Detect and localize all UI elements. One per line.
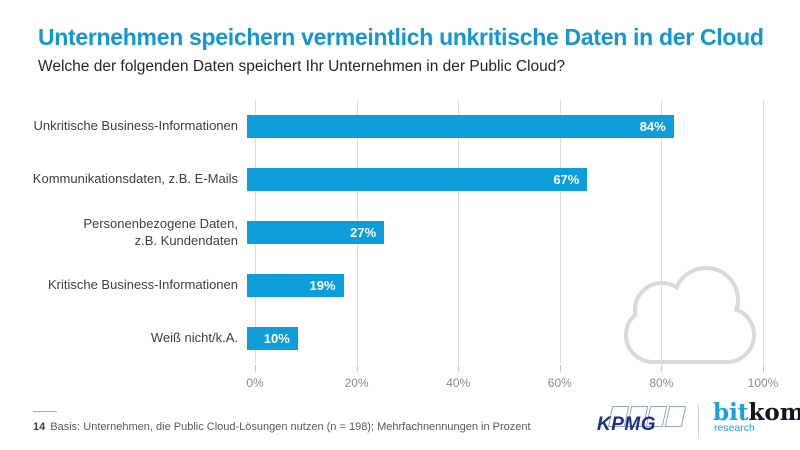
bar-row: Personenbezogene Daten, z.B. Kundendaten… — [0, 206, 763, 259]
bitkom-logo-text: bitkom — [713, 400, 800, 425]
bar: 84% — [247, 115, 674, 138]
x-axis-label: 60% — [547, 376, 572, 390]
bitkom-logo: bitkom research — [713, 400, 800, 434]
bitkom-kom: kom — [748, 399, 800, 426]
category-label: Kommunikationsdaten, z.B. E-Mails — [32, 171, 238, 187]
gridline-60 — [559, 100, 561, 363]
axis-tick — [458, 365, 460, 372]
bar-value-label: 27% — [350, 225, 377, 240]
bar: 10% — [247, 327, 298, 350]
category-label: Unkritische Business-Informationen — [33, 118, 238, 134]
axis-tick — [356, 365, 358, 372]
kpmg-logo: KPMG — [597, 406, 689, 440]
axis-tick — [661, 365, 663, 372]
bar-value-label: 84% — [639, 119, 666, 134]
basis-note-text: Basis: Unternehmen, die Public Cloud-Lös… — [50, 421, 531, 433]
slide-subtitle: Welche der folgenden Daten speichert Ihr… — [38, 58, 566, 75]
bar-value-label: 10% — [263, 331, 290, 346]
basis-note: 14 Basis: Unternehmen, die Public Cloud-L… — [33, 421, 531, 433]
bitkom-research-text: research — [714, 422, 755, 435]
bar-row: Kritische Business-Informationen 19% — [0, 259, 763, 312]
bar: 27% — [247, 221, 385, 244]
bar-row: Weiß nicht/k.A. 10% — [0, 312, 763, 365]
bar-row: Unkritische Business-Informationen 84% — [0, 100, 763, 153]
category-label: Kritische Business-Informationen — [47, 277, 238, 293]
bar: 67% — [247, 168, 588, 191]
cloud-icon — [622, 263, 758, 372]
bar-chart: 0% 20% 40% 60% 80% 100% Unkritische Busi… — [0, 98, 800, 398]
bar-value-label: 67% — [553, 172, 580, 187]
axis-tick — [763, 365, 764, 372]
bar-value-label: 19% — [309, 278, 336, 293]
category-label: Weiß nicht/k.A. — [150, 330, 238, 346]
bar-row: Kommunikationsdaten, z.B. E-Mails 67% — [0, 153, 763, 206]
category-label: Personenbezogene Daten, z.B. Kundendaten — [83, 216, 238, 248]
bar-track: 10% — [247, 327, 755, 350]
footer-divider — [33, 411, 57, 412]
gridline-80 — [661, 100, 663, 363]
page-number: 14 — [33, 421, 46, 433]
bar-track: 27% — [247, 221, 755, 244]
x-axis-label: 100% — [747, 376, 779, 390]
bitkom-bit: bit — [713, 399, 749, 426]
axis-tick — [255, 365, 256, 372]
kpmg-logo-box — [664, 406, 687, 427]
gridline-100 — [763, 100, 764, 363]
slide-title: Unternehmen speichern vermeintlich unkri… — [38, 24, 764, 50]
bar: 19% — [247, 274, 344, 297]
bar-track: 84% — [247, 115, 755, 138]
bar-track: 19% — [247, 274, 755, 297]
bar-track: 67% — [247, 168, 755, 191]
bar-rows: Unkritische Business-Informationen 84% K… — [0, 100, 763, 365]
gridline-40 — [458, 100, 460, 363]
x-axis-label: 20% — [344, 376, 369, 390]
x-axis-label: 40% — [446, 376, 471, 390]
axis-tick — [559, 365, 561, 372]
kpmg-logo-text: KPMG — [597, 414, 656, 435]
chart-grid: 0% 20% 40% 60% 80% 100% — [246, 100, 778, 390]
x-axis-label: 80% — [649, 376, 674, 390]
x-axis-label: 0% — [246, 376, 264, 390]
logo-divider — [698, 405, 699, 437]
